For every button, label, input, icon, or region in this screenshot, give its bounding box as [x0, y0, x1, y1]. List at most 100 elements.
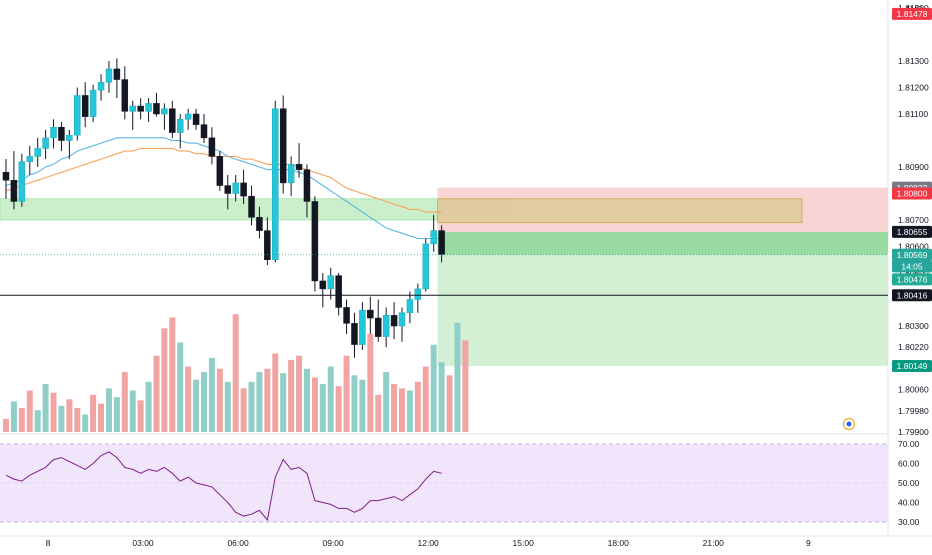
volume-bar [383, 372, 390, 432]
candle [113, 58, 121, 99]
time-tick-label: 9 [806, 538, 811, 548]
candle-body [121, 79, 129, 112]
candle-body [406, 299, 414, 313]
time-tick-label: 03:00 [132, 538, 154, 548]
volume-bar [121, 372, 128, 432]
volume-bar [256, 372, 263, 432]
price-tag-bg [892, 273, 932, 286]
candle [335, 273, 342, 316]
candle [169, 100, 176, 138]
volume-bar [391, 384, 398, 432]
candle [34, 137, 41, 167]
price-axis[interactable]: AUD1.815001.813001.812001.811001.809001.… [892, 3, 932, 437]
volume-bar [82, 414, 89, 432]
candle-body [176, 119, 184, 133]
volume-bar [311, 377, 318, 432]
candle [240, 169, 247, 205]
candle-body [272, 108, 279, 260]
candle-body [58, 127, 65, 141]
volume-bar [66, 399, 73, 432]
candle-body [287, 164, 295, 184]
candle [272, 100, 279, 263]
price-tag-stop: 1.80800 [892, 187, 932, 200]
candle [406, 291, 414, 324]
candle [192, 108, 200, 130]
candle [351, 312, 358, 358]
moving-average-line [5, 137, 442, 240]
candle-body [422, 243, 430, 290]
candle [232, 174, 239, 202]
volume-bar [224, 381, 231, 432]
rsi-tick-label: 60.00 [898, 459, 920, 469]
candle-body [129, 105, 136, 112]
price-tick-label: 1.81300 [898, 56, 929, 66]
clock-icon-center [846, 421, 852, 427]
volume-bar [18, 408, 25, 432]
candle [303, 164, 311, 218]
volume-bar [367, 333, 374, 432]
time-tick-label: 21:00 [703, 538, 725, 548]
candle [58, 121, 65, 152]
candle [145, 98, 152, 122]
candle [66, 129, 73, 160]
price-tag-bg [892, 260, 932, 273]
rsi-tick-label: 40.00 [898, 498, 920, 508]
candle-body [50, 127, 57, 139]
misc [842, 417, 856, 431]
candle-body [359, 309, 366, 345]
volume-bar [185, 366, 192, 432]
profit-progress-zone [437, 231, 888, 255]
volume-bar [462, 340, 469, 432]
support-zone [0, 198, 513, 221]
supply-zone [437, 198, 803, 224]
volume-bar [335, 386, 342, 432]
candle-body [319, 280, 327, 290]
candle [208, 127, 216, 165]
candle-body [208, 137, 216, 157]
candle-body [81, 95, 89, 117]
candle-body [279, 108, 287, 184]
price-tag-text: 1.80569 [897, 250, 928, 260]
price-tick-label: 1.80600 [898, 242, 929, 252]
candles[interactable] [2, 58, 445, 358]
candle-body [232, 182, 239, 194]
volume-bar [145, 381, 152, 432]
volume-bar [375, 394, 382, 432]
candle [327, 267, 334, 300]
volume-bar [232, 314, 239, 432]
price-tag-text: 1.80149 [897, 361, 928, 371]
volume-bar [438, 362, 445, 432]
candle [398, 307, 406, 342]
volume-bar [113, 397, 120, 432]
time-axis[interactable]: 8 03:00 06:00 09:00 12:00 15:00 18:00 21:00 9 [46, 538, 811, 548]
candle [153, 92, 160, 117]
candle [295, 143, 303, 178]
price-tick-label: 1.79900 [898, 427, 929, 437]
price-tag-text: 1.80476 [897, 275, 928, 285]
candle [81, 82, 89, 128]
candle-body [303, 169, 311, 202]
volume-bar [280, 373, 287, 432]
price-tick-label: 1.80060 [898, 385, 929, 395]
moving-averages [5, 137, 442, 240]
candle [422, 238, 430, 292]
candle-body [216, 156, 224, 186]
price-tag-entry: 1.80655 [892, 225, 932, 238]
candle-body [89, 89, 97, 117]
volume-bar [264, 368, 271, 432]
price-tick-label: 1.79980 [898, 406, 929, 416]
candle-body [2, 172, 10, 181]
price-tag-text: 1.81478 [897, 9, 928, 19]
candle-body [248, 195, 255, 218]
price-tag-last-high: 1.81478 [892, 7, 932, 20]
price-tick-label: 1.80900 [898, 162, 929, 172]
candle-body [34, 148, 41, 157]
candle-body [256, 217, 263, 231]
price-tag-bg [892, 248, 932, 261]
candle-body [240, 182, 247, 197]
rsi-tick-label: 70.00 [898, 439, 920, 449]
price-tag-target: 1.80149 [892, 360, 932, 373]
candle [50, 119, 57, 149]
